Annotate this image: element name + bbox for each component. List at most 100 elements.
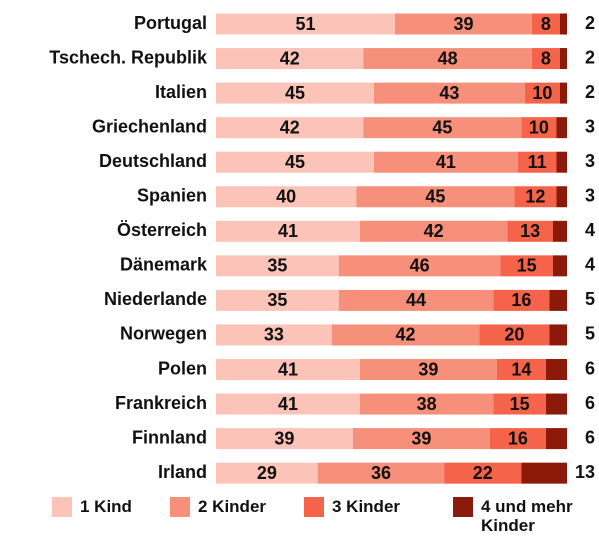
bar-segment <box>496 359 546 380</box>
bar-segment <box>493 393 546 415</box>
category-label: Deutschland <box>99 151 207 171</box>
bar-segment <box>317 462 445 484</box>
value-label: 42 <box>424 221 444 241</box>
value-label: 39 <box>418 359 438 379</box>
category-label: Portugal <box>134 13 207 33</box>
bar-segment <box>556 117 567 139</box>
legend-label: 3 Kinder <box>332 497 401 516</box>
category-label: Italien <box>155 82 207 102</box>
value-label: 39 <box>411 428 431 448</box>
value-label: 16 <box>508 428 528 448</box>
category-label: Dänemark <box>120 255 208 275</box>
value-label: 38 <box>417 394 437 414</box>
bar-segment <box>531 48 560 70</box>
bar-segment <box>559 48 567 70</box>
value-label: 11 <box>528 152 547 172</box>
value-label: 6 <box>585 427 595 447</box>
bar-segment <box>216 255 339 277</box>
category-label: Norwegen <box>120 324 207 344</box>
bar-segment <box>521 462 567 484</box>
value-label: 29 <box>257 463 277 483</box>
legend-label: 4 und mehr Kinder <box>481 497 573 535</box>
value-label: 33 <box>264 325 284 345</box>
legend-item: 3 Kinder <box>332 497 401 516</box>
bar-segment <box>359 359 497 380</box>
bar-segment <box>395 13 532 35</box>
bar-segment <box>216 393 360 415</box>
bar-segment <box>216 13 396 35</box>
bar-segment <box>507 220 553 242</box>
category-label: Österreich <box>117 220 207 240</box>
value-label: 51 <box>295 14 315 34</box>
category-label: Spanien <box>137 186 207 206</box>
value-label: 13 <box>575 462 595 482</box>
bar-segment <box>489 428 546 450</box>
value-label: 45 <box>285 152 305 172</box>
value-label: 39 <box>274 428 294 448</box>
bar-segment <box>556 151 567 173</box>
value-label: 12 <box>525 187 545 207</box>
value-label: 42 <box>280 117 300 137</box>
category-label: Frankreich <box>115 393 207 413</box>
bar-segment <box>531 13 560 35</box>
bar-segment <box>559 13 567 35</box>
bar-segment <box>552 220 567 242</box>
legend-item: 1 Kind <box>80 497 132 516</box>
value-label: 35 <box>267 256 287 276</box>
value-label: 6 <box>585 393 595 413</box>
bar-segment <box>373 151 518 173</box>
value-label: 43 <box>439 83 459 103</box>
value-label: 15 <box>517 256 537 276</box>
value-label: 46 <box>410 256 430 276</box>
legend-swatch <box>304 497 324 517</box>
bar-segment <box>545 393 567 415</box>
bar-segment <box>545 359 567 380</box>
value-label: 41 <box>278 394 298 414</box>
legend-swatch <box>52 497 72 517</box>
value-label: 48 <box>438 48 458 68</box>
legend-item: 4 und mehr Kinder <box>481 497 573 535</box>
value-label: 41 <box>436 152 456 172</box>
value-label: 36 <box>371 463 391 483</box>
value-label: 45 <box>285 83 305 103</box>
bar-segment <box>556 186 567 208</box>
legend-label: 1 Kind <box>80 497 132 516</box>
value-label: 3 <box>585 151 595 171</box>
value-label: 40 <box>276 187 296 207</box>
category-label: Tschech. Republik <box>49 47 208 67</box>
bar-segment <box>216 186 357 208</box>
category-label: Niederlande <box>104 289 207 309</box>
value-label: 5 <box>585 324 595 344</box>
bar-segment <box>216 117 364 139</box>
value-label: 41 <box>278 359 298 379</box>
value-label: 5 <box>585 289 595 309</box>
value-label: 3 <box>585 116 595 136</box>
bar-segment <box>216 462 318 484</box>
value-label: 6 <box>585 358 595 378</box>
bar-segment <box>216 82 374 104</box>
legend-label: 2 Kinder <box>198 497 267 516</box>
bar-segment <box>359 220 508 242</box>
value-label: 16 <box>511 290 531 310</box>
value-label: 41 <box>278 221 298 241</box>
value-label: 15 <box>510 394 530 414</box>
bar-segment <box>359 393 494 415</box>
bar-segment <box>331 324 480 346</box>
bar-segment <box>524 82 560 104</box>
value-label: 35 <box>267 290 287 310</box>
category-label: Griechenland <box>92 116 207 136</box>
bar-segment <box>363 117 522 139</box>
bar-segment <box>493 289 550 311</box>
value-label: 2 <box>585 82 595 102</box>
category-label: Irland <box>158 462 207 482</box>
value-label: 45 <box>425 187 445 207</box>
value-label: 4 <box>585 220 595 240</box>
value-label: 42 <box>396 325 416 345</box>
value-label: 3 <box>585 186 595 206</box>
bar-segment <box>545 428 567 450</box>
value-label: 39 <box>453 14 473 34</box>
category-label: Polen <box>158 358 207 378</box>
bar-segment <box>216 324 332 346</box>
bar-segment <box>559 82 567 104</box>
